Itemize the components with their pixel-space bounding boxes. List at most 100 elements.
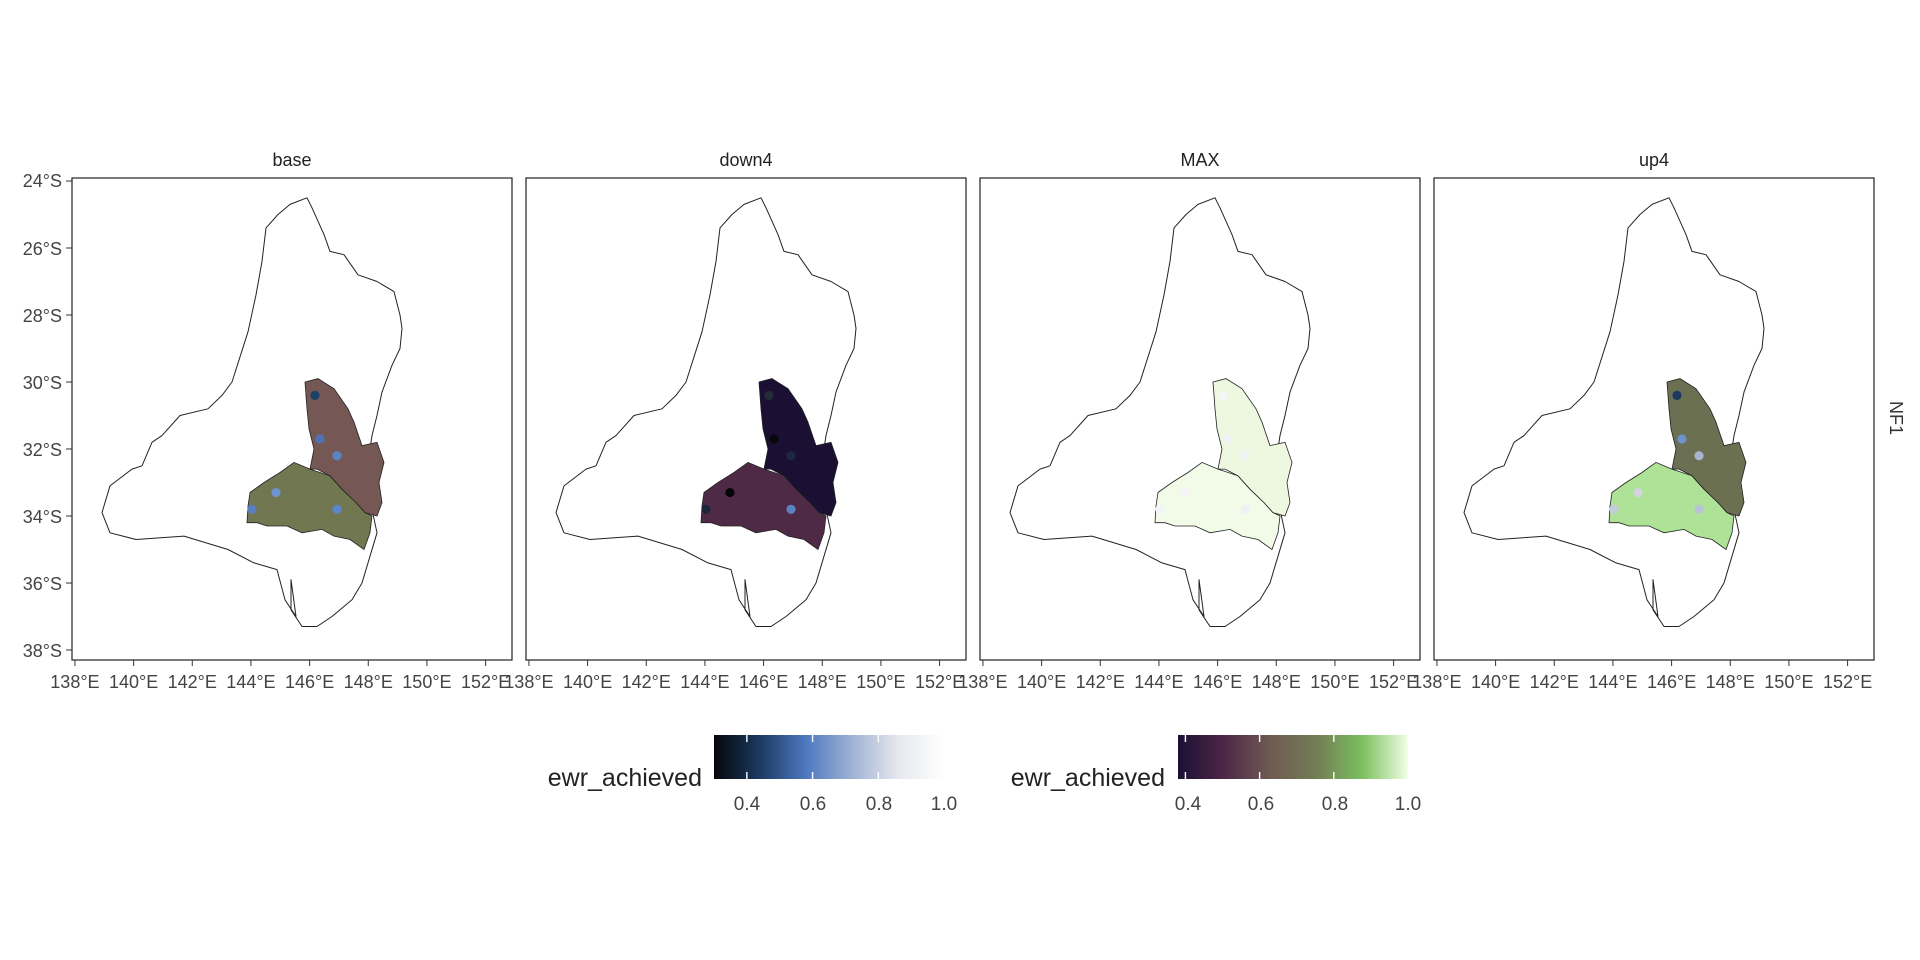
basin-outline (1463, 197, 1765, 627)
catchment-area-south (1154, 461, 1281, 551)
x-tick-label: 146°E (739, 672, 788, 692)
legend-tick-label: 1.0 (931, 794, 957, 815)
x-tick-label: 142°E (1530, 672, 1579, 692)
x-tick-label: 152°E (461, 672, 510, 692)
y-tick-label: 24°S (23, 171, 62, 191)
x-tick-label: 140°E (109, 672, 158, 692)
y-tick-label: 32°S (23, 440, 62, 460)
y-tick-label: 38°S (23, 641, 62, 661)
catchment-area-north (1212, 378, 1293, 517)
gauge-point (271, 487, 281, 498)
gauge-point (701, 504, 711, 514)
basin-outline (1009, 197, 1311, 627)
legend-tick-label: 0.8 (866, 794, 892, 815)
y-axis: 24°S 26°S 28°S 30°S 32°S 34°S 36°S 38°S (23, 171, 72, 661)
gauge-point (786, 504, 796, 514)
facet-strip-label: up4 (1639, 150, 1669, 170)
legend-colorbar (1178, 735, 1408, 779)
facet-panel-down4: down4 138°E 140°E 142°E 144°E 146°E 148°E 150°E… (504, 150, 967, 692)
gauge-point (1694, 451, 1704, 461)
legend-tick-label: 0.6 (800, 794, 826, 815)
gauge-point (247, 504, 257, 514)
basin-outline (101, 197, 403, 627)
x-tick-label: 150°E (1310, 672, 1359, 692)
panel-frame (525, 177, 967, 661)
x-tick-label: 144°E (226, 672, 275, 692)
y-tick-label: 26°S (23, 239, 62, 259)
panel-frame (979, 177, 1421, 661)
gauge-point (725, 487, 735, 498)
legend-title: ewr_achieved (1011, 764, 1165, 792)
y-tick-label: 34°S (23, 507, 62, 527)
x-tick-label: 142°E (622, 672, 671, 692)
catchment-area-south (246, 461, 373, 551)
facet-row-strip-label: NF1 (1886, 401, 1906, 435)
x-tick-label: 142°E (168, 672, 217, 692)
legend-tick-label: 0.4 (1175, 794, 1202, 815)
panel-frame (1433, 177, 1875, 661)
x-tick-label: 146°E (285, 672, 334, 692)
facet-panel-up4: up4 138°E 140°E 142°E 144°E 146°E 148°E 150°E 15… (1412, 150, 1875, 692)
facet-panel-base: base 138°E 140°E 142°E 144°E 146°E 148°E 150°E 1… (50, 150, 513, 692)
legend-point-colors: ewr_achieved 0.4 0.6 0.8 1.0 (548, 735, 957, 815)
x-tick-label: 146°E (1647, 672, 1696, 692)
legend-tick-label: 0.6 (1248, 794, 1274, 815)
x-tick-label: 138°E (958, 672, 1007, 692)
gauge-point (1609, 504, 1619, 514)
x-tick-label: 150°E (1764, 672, 1813, 692)
x-tick-label: 150°E (856, 672, 905, 692)
x-tick-label: 144°E (680, 672, 729, 692)
legend-tick-label: 0.4 (734, 794, 761, 815)
y-tick-label: 30°S (23, 373, 62, 393)
legend-colorbar (714, 735, 944, 779)
facet-strip-label: down4 (719, 150, 772, 170)
gauge-point (1677, 434, 1687, 444)
x-tick-label: 138°E (50, 672, 99, 692)
panel-frame (71, 177, 513, 661)
gauge-point (1218, 390, 1228, 400)
x-tick-label: 140°E (563, 672, 612, 692)
catchment-area-north (304, 378, 385, 517)
legend-title: ewr_achieved (548, 764, 702, 792)
catchment-area-north (758, 378, 839, 517)
x-tick-label: 148°E (344, 672, 393, 692)
legend-area-colors: ewr_achieved 0.4 0.6 0.8 1.0 (1011, 735, 1421, 815)
gauge-point (315, 434, 325, 444)
facet-strip-label: base (272, 150, 311, 170)
x-tick-label: 150°E (402, 672, 451, 692)
x-tick-label: 146°E (1193, 672, 1242, 692)
gauge-point (1633, 487, 1643, 498)
gauge-point (310, 390, 320, 400)
gauge-point (1179, 487, 1189, 498)
gauge-point (1240, 451, 1250, 461)
x-tick-label: 140°E (1471, 672, 1520, 692)
x-tick-label: 148°E (1706, 672, 1755, 692)
gauge-point (1672, 390, 1682, 400)
x-tick-label: 144°E (1588, 672, 1637, 692)
gauge-point (1240, 504, 1250, 514)
gauge-point (1694, 504, 1704, 514)
x-tick-label: 152°E (1369, 672, 1418, 692)
x-tick-label: 152°E (915, 672, 964, 692)
y-tick-label: 28°S (23, 306, 62, 326)
gauge-point (332, 504, 342, 514)
catchment-area-south (1608, 461, 1735, 551)
y-tick-label: 36°S (23, 574, 62, 594)
gauge-point (769, 434, 779, 444)
x-tick-label: 148°E (1252, 672, 1301, 692)
gauge-point (1155, 504, 1165, 514)
x-tick-label: 144°E (1134, 672, 1183, 692)
facet-strip-label: MAX (1180, 150, 1219, 170)
x-tick-label: 140°E (1017, 672, 1066, 692)
x-tick-label: 138°E (504, 672, 553, 692)
legend-tick-label: 0.8 (1322, 794, 1348, 815)
gauge-point (764, 390, 774, 400)
x-tick-label: 138°E (1412, 672, 1461, 692)
x-tick-label: 142°E (1076, 672, 1125, 692)
x-tick-label: 152°E (1823, 672, 1872, 692)
catchment-area-south (700, 461, 827, 551)
basin-outline (555, 197, 857, 627)
gauge-point (332, 451, 342, 461)
catchment-area-north (1666, 378, 1747, 517)
